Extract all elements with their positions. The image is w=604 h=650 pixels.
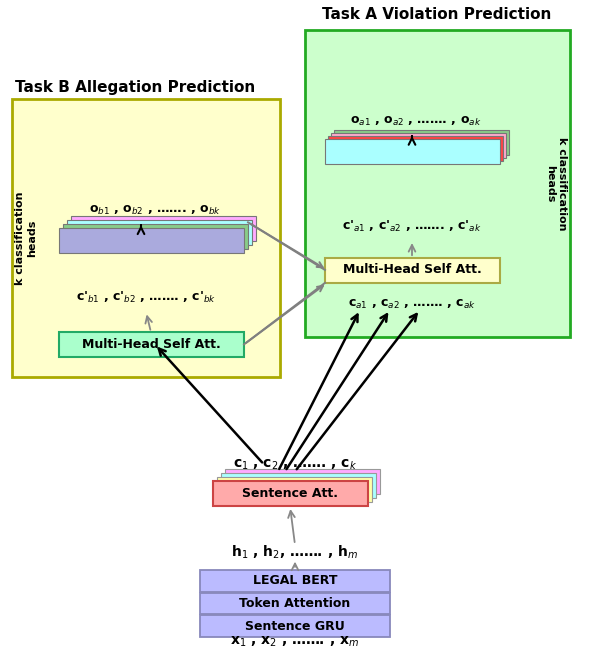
Text: Task B Allegation Prediction: Task B Allegation Prediction <box>15 80 255 95</box>
Bar <box>67 220 252 245</box>
Text: o$_{a1}$ , o$_{a2}$ , ……. , o$_{ak}$: o$_{a1}$ , o$_{a2}$ , ……. , o$_{ak}$ <box>350 114 482 127</box>
Text: LEGAL BERT: LEGAL BERT <box>252 574 337 587</box>
Bar <box>200 616 390 637</box>
Text: Sentence GRU: Sentence GRU <box>245 619 345 632</box>
Bar <box>200 593 390 614</box>
Bar <box>200 569 390 592</box>
Bar <box>331 133 506 158</box>
Bar <box>63 224 248 249</box>
Text: o$_{b1}$ , o$_{b2}$ , ……. , o$_{bk}$: o$_{b1}$ , o$_{b2}$ , ……. , o$_{bk}$ <box>89 204 221 217</box>
Bar <box>71 216 256 241</box>
Bar <box>59 333 244 358</box>
Text: Token Attention: Token Attention <box>239 597 351 610</box>
Bar <box>217 477 372 502</box>
Bar <box>213 482 368 506</box>
Bar <box>221 473 376 498</box>
Text: Task A Violation Prediction: Task A Violation Prediction <box>323 7 551 22</box>
Text: x$_1$ , x$_2$ , ……. , x$_m$: x$_1$ , x$_2$ , ……. , x$_m$ <box>231 635 359 649</box>
Bar <box>305 30 570 337</box>
Bar <box>59 228 244 253</box>
Text: c$_1$ , c$_2$ , ……. , c$_k$: c$_1$ , c$_2$ , ……. , c$_k$ <box>233 458 357 472</box>
Text: k classification
heads: k classification heads <box>545 137 567 230</box>
Text: Multi-Head Self Att.: Multi-Head Self Att. <box>342 263 481 276</box>
Text: Multi-Head Self Att.: Multi-Head Self Att. <box>82 338 220 351</box>
Bar <box>325 139 500 164</box>
Text: c$_{a1}$ , c$_{a2}$ , ……. , c$_{ak}$: c$_{a1}$ , c$_{a2}$ , ……. , c$_{ak}$ <box>348 298 476 311</box>
Text: h$_1$ , h$_2$, ……. , h$_m$: h$_1$ , h$_2$, ……. , h$_m$ <box>231 543 359 560</box>
Bar <box>12 99 280 377</box>
Bar <box>334 130 509 155</box>
Bar <box>325 258 500 283</box>
Bar <box>328 136 503 161</box>
Bar <box>225 469 380 494</box>
Text: c'$_{b1}$ , c'$_{b2}$ , ……. , c'$_{bk}$: c'$_{b1}$ , c'$_{b2}$ , ……. , c'$_{bk}$ <box>76 290 216 305</box>
Text: c'$_{a1}$ , c'$_{a2}$ , ……. , c'$_{ak}$: c'$_{a1}$ , c'$_{a2}$ , ……. , c'$_{ak}$ <box>342 219 482 234</box>
Text: k classification
heads: k classification heads <box>15 192 37 285</box>
Text: Sentence Att.: Sentence Att. <box>242 487 338 500</box>
